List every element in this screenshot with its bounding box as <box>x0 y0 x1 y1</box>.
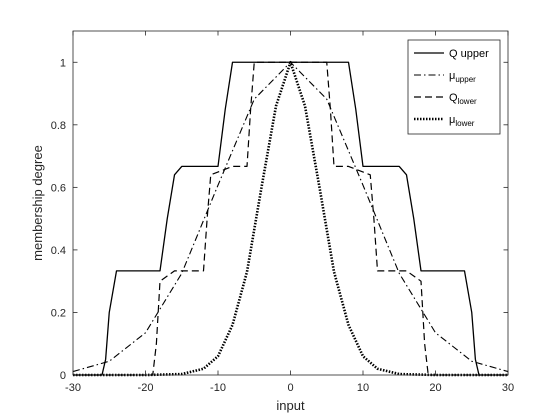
x-axis-label: input <box>276 398 305 413</box>
y-tick-label-2: 0.4 <box>51 245 66 257</box>
y-axis-label: membership degree <box>30 145 45 261</box>
legend-label-3: μlower <box>449 114 475 128</box>
x-tick-label-0: -30 <box>65 382 81 394</box>
series-layer <box>72 60 509 377</box>
y-tick-label-4: 0.8 <box>51 120 66 132</box>
x-tick-label-2: -10 <box>210 382 226 394</box>
x-tick-label-4: 10 <box>357 382 369 394</box>
legend-label-1: μupper <box>449 70 476 84</box>
y-tick-label-0: 0 <box>60 370 66 382</box>
y-tick-label-5: 1 <box>60 57 66 69</box>
x-tick-label-6: 30 <box>502 382 514 394</box>
series-line-3 <box>73 60 508 377</box>
ticks-layer: -30 -20 -10 0 10 20 30 0 0.2 0.4 0.6 0.8 1 <box>51 31 514 394</box>
x-tick-label-1: -20 <box>138 382 154 394</box>
x-tick-label-5: 20 <box>429 382 441 394</box>
y-tick-label-1: 0.2 <box>51 307 66 319</box>
legend-label-2: Qlower <box>449 92 477 106</box>
x-tick-label-3: 0 <box>287 382 293 394</box>
legend-label-0: Q upper <box>449 48 489 60</box>
y-tick-label-3: 0.6 <box>51 182 66 194</box>
legend: Q upper μupper Qlower μlower <box>407 39 501 135</box>
